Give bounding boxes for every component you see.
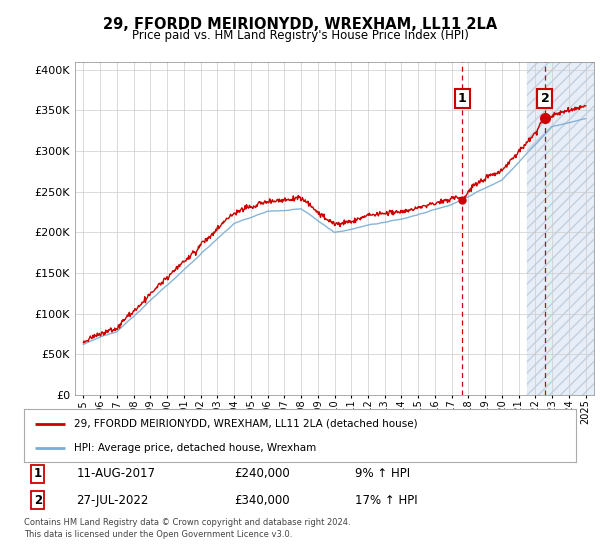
Text: 2: 2 [34, 493, 42, 507]
Text: 29, FFORDD MEIRIONYDD, WREXHAM, LL11 2LA (detached house): 29, FFORDD MEIRIONYDD, WREXHAM, LL11 2LA… [74, 419, 418, 429]
Text: Price paid vs. HM Land Registry's House Price Index (HPI): Price paid vs. HM Land Registry's House … [131, 29, 469, 42]
Text: 2: 2 [541, 92, 550, 105]
Text: 11-AUG-2017: 11-AUG-2017 [76, 468, 155, 480]
Text: 1: 1 [458, 92, 466, 105]
Bar [527, 62, 594, 395]
Text: 27-JUL-2022: 27-JUL-2022 [76, 493, 149, 507]
Text: £340,000: £340,000 [234, 493, 289, 507]
Text: Contains HM Land Registry data © Crown copyright and database right 2024.
This d: Contains HM Land Registry data © Crown c… [24, 518, 350, 539]
Text: £240,000: £240,000 [234, 468, 290, 480]
Text: HPI: Average price, detached house, Wrexham: HPI: Average price, detached house, Wrex… [74, 443, 316, 453]
Text: 1: 1 [34, 468, 42, 480]
Text: 17% ↑ HPI: 17% ↑ HPI [355, 493, 418, 507]
Text: 9% ↑ HPI: 9% ↑ HPI [355, 468, 410, 480]
Bar [527, 62, 594, 395]
Text: 29, FFORDD MEIRIONYDD, WREXHAM, LL11 2LA: 29, FFORDD MEIRIONYDD, WREXHAM, LL11 2LA [103, 17, 497, 32]
